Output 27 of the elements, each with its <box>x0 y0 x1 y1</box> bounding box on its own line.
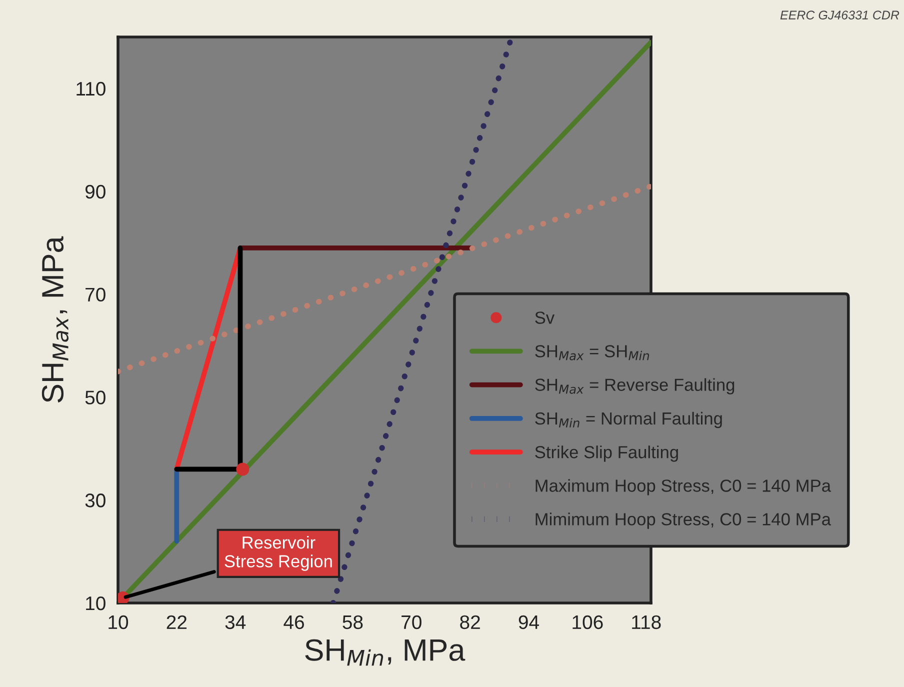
x-tick-label: 58 <box>342 615 363 630</box>
x-tick-label: 46 <box>284 615 304 630</box>
y-tick-label: 30 <box>85 494 106 508</box>
y-tick-label: 110 <box>76 82 106 96</box>
legend-label: Strike Slip Faulting <box>535 446 678 462</box>
x-tick-label: 10 <box>108 615 128 630</box>
x-axis-title: SH$_{Min}$, MPa <box>305 639 466 666</box>
x-tick-label: 82 <box>460 615 480 630</box>
y-tick-label: 50 <box>85 390 106 404</box>
x-tick-label: 22 <box>166 615 187 629</box>
x-tick-label: 34 <box>225 615 246 630</box>
legend-label: Mimimum Hoop Stress, C0 = 140 MPa <box>536 512 832 529</box>
y-tick-label: 10 <box>86 596 106 610</box>
legend-label: SH$_{Min}$ = Normal Faulting <box>535 412 722 428</box>
x-tick-label: 106 <box>572 615 603 630</box>
y-tick-label: 90 <box>85 184 106 199</box>
legend-label: Sv <box>535 312 555 324</box>
legend-label: SH$_{Max}$ = Reverse Faulting <box>535 378 734 394</box>
y-tick-label: 70 <box>86 288 106 302</box>
x-tick-label: 94 <box>518 615 539 630</box>
y-axis-title: SH$_{Max}$, MPa <box>42 236 69 402</box>
annotation: Reservoir Stress Region <box>224 536 332 571</box>
legend-label: Maximum Hoop Stress, C0 = 140 MPa <box>536 479 832 496</box>
x-tick-label: 118 <box>632 615 661 630</box>
text: EERC GJ46331 CDR <box>780 10 900 20</box>
x-tick-label: 70 <box>402 615 422 630</box>
legend-label: SH$_{Max}$ = SH$_{Min}$ <box>535 345 650 360</box>
